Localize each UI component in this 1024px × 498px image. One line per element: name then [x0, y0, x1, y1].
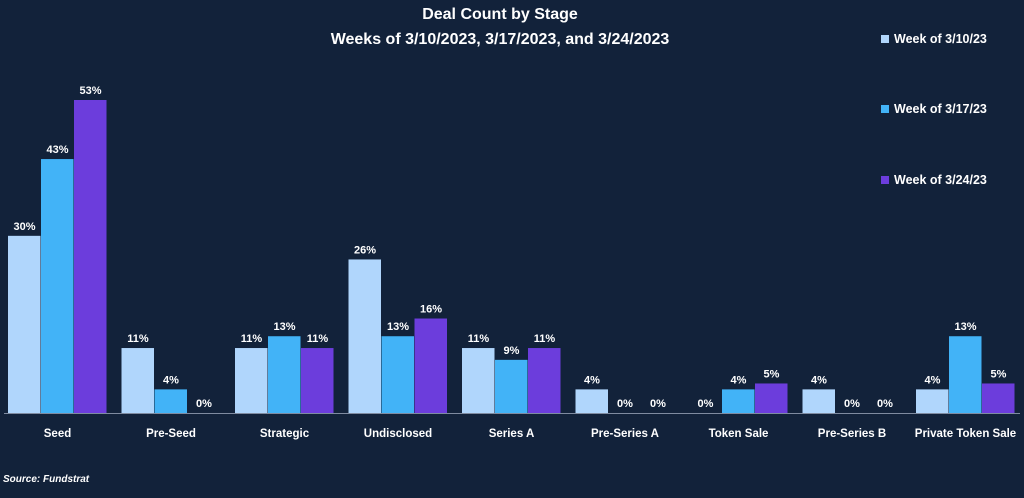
data-label-pre-series-b-1: 4%: [811, 374, 827, 386]
bar-private-token-sale-1: [916, 389, 949, 413]
data-label-series-a-3: 11%: [534, 333, 556, 345]
legend-item-week-1: Week of 3/10/23: [881, 31, 987, 47]
bar-token-sale-3: [755, 383, 788, 413]
category-label-strategic: Strategic: [260, 428, 310, 440]
source-note: Source: Fundstrat: [3, 474, 90, 485]
category-label-seed: Seed: [44, 428, 72, 440]
category-label-pre-seed: Pre-Seed: [146, 428, 196, 440]
data-label-strategic-1: 11%: [241, 333, 263, 345]
data-label-series-a-2: 9%: [504, 345, 520, 357]
bar-series-a-2: [495, 359, 528, 413]
data-label-undisclosed-3: 16%: [420, 304, 442, 316]
category-label-series-a: Series A: [489, 428, 535, 440]
bar-pre-seed-2: [154, 389, 187, 413]
bar-strategic-3: [301, 348, 334, 413]
legend-swatch-week-1: [881, 35, 889, 43]
data-label-token-sale-1: 0%: [698, 398, 714, 410]
bar-undisclosed-2: [381, 336, 414, 413]
data-label-pre-seed-1: 11%: [127, 333, 149, 345]
category-label-pre-series-a: Pre-Series A: [591, 428, 659, 440]
legend-swatch-week-2: [881, 105, 889, 113]
legend-swatch-week-3: [881, 176, 889, 184]
bar-strategic-1: [235, 348, 268, 413]
data-label-strategic-3: 11%: [307, 333, 329, 345]
bar-private-token-sale-3: [982, 383, 1015, 413]
category-label-token-sale: Token Sale: [709, 428, 769, 440]
category-label-undisclosed: Undisclosed: [364, 428, 432, 440]
data-label-pre-series-a-3: 0%: [650, 398, 666, 410]
bar-seed-3: [74, 100, 107, 413]
bar-undisclosed-3: [414, 318, 447, 413]
data-label-token-sale-2: 4%: [731, 374, 747, 386]
data-label-pre-seed-2: 4%: [163, 374, 179, 386]
legend-item-week-2: Week of 3/17/23: [881, 101, 987, 117]
bar-pre-series-b-1: [802, 389, 835, 413]
data-label-token-sale-3: 5%: [764, 368, 780, 380]
bar-pre-seed-1: [121, 348, 154, 413]
bar-undisclosed-1: [348, 259, 381, 413]
bar-series-a-3: [528, 348, 561, 413]
bar-private-token-sale-2: [949, 336, 982, 413]
data-label-private-token-sale-2: 13%: [954, 321, 976, 333]
bar-series-a-1: [462, 348, 495, 413]
data-label-pre-series-b-3: 0%: [877, 398, 893, 410]
bar-token-sale-2: [722, 389, 755, 413]
data-label-pre-series-a-1: 4%: [584, 374, 600, 386]
category-label-private-token-sale: Private Token Sale: [915, 428, 1016, 440]
data-label-private-token-sale-1: 4%: [925, 374, 941, 386]
data-label-seed-3: 53%: [79, 85, 101, 97]
legend-label-week-1: Week of 3/10/23: [894, 32, 987, 46]
bar-seed-1: [8, 235, 41, 413]
data-label-private-token-sale-3: 5%: [991, 368, 1007, 380]
legend-label-week-2: Week of 3/17/23: [894, 102, 987, 116]
bar-seed-2: [41, 159, 74, 413]
data-label-strategic-2: 13%: [273, 321, 295, 333]
chart-title: Deal Count by Stage: [422, 6, 578, 23]
legend-label-week-3: Week of 3/24/23: [894, 173, 987, 187]
data-label-undisclosed-2: 13%: [387, 321, 409, 333]
data-label-pre-series-b-2: 0%: [844, 398, 860, 410]
chart-subtitle: Weeks of 3/10/2023, 3/17/2023, and 3/24/…: [330, 31, 670, 48]
bar-strategic-2: [268, 336, 301, 413]
data-label-seed-2: 43%: [46, 144, 68, 156]
data-label-seed-1: 30%: [13, 221, 35, 233]
data-label-undisclosed-1: 26%: [354, 244, 376, 256]
data-label-pre-seed-3: 0%: [196, 398, 212, 410]
legend-item-week-3: Week of 3/24/23: [881, 172, 987, 188]
bar-pre-series-a-1: [575, 389, 608, 413]
data-label-series-a-1: 11%: [468, 333, 490, 345]
category-label-pre-series-b: Pre-Series B: [818, 428, 886, 440]
data-label-pre-series-a-2: 0%: [617, 398, 633, 410]
